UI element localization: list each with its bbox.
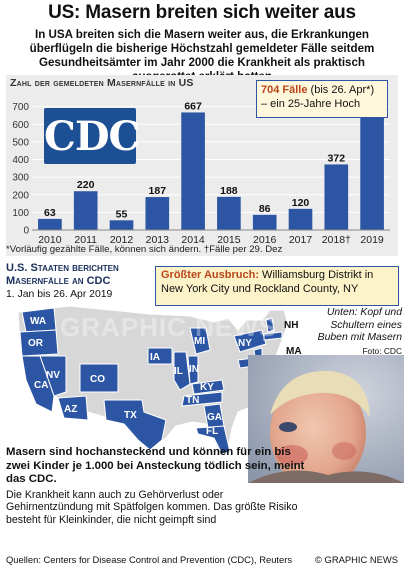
y-tick-label: 500 bbox=[12, 137, 29, 148]
state-shape-co bbox=[79, 363, 119, 393]
state-shape-tx bbox=[103, 399, 167, 451]
x-tick-label: 2017 bbox=[289, 234, 313, 246]
state-label-az: AZ bbox=[64, 404, 77, 415]
state-shape-ia bbox=[147, 347, 173, 365]
y-tick-label: 200 bbox=[12, 190, 29, 201]
state-shape-or bbox=[19, 329, 59, 357]
body-bold-text: Masern sind hochansteckend und können fü… bbox=[6, 446, 305, 486]
callout-2019: 704 Fälle (bis 26. Apr*) – ein 25-Jahre … bbox=[256, 80, 388, 118]
map-subtitle: 1. Jan bis 26. Apr 2019 bbox=[6, 289, 113, 300]
state-label-ca: CA bbox=[34, 380, 48, 391]
bar bbox=[217, 196, 241, 230]
x-tick-label: 2019 bbox=[360, 234, 384, 246]
data-label: 86 bbox=[259, 203, 271, 215]
chart-footnote: *Vorläufig gezählte Fälle, können sich ä… bbox=[6, 244, 283, 255]
state-label-il: IL bbox=[174, 366, 183, 377]
photo-credit: Foto: CDC bbox=[362, 345, 402, 356]
y-tick-label: 300 bbox=[12, 173, 29, 184]
outbreak-callout: Größter Ausbruch: Williamsburg Distrikt … bbox=[155, 266, 399, 306]
state-shape-az bbox=[57, 395, 89, 421]
data-label: 55 bbox=[116, 208, 128, 220]
state-label-ma: MA bbox=[286, 346, 302, 357]
data-label: 187 bbox=[149, 185, 167, 197]
state-label-in: IN bbox=[189, 364, 199, 375]
bar bbox=[324, 164, 349, 230]
y-tick-label: 100 bbox=[12, 208, 29, 219]
state-shape-ky bbox=[191, 379, 225, 395]
data-label: 372 bbox=[328, 152, 346, 164]
data-label: 120 bbox=[292, 197, 310, 209]
state-shape-ca bbox=[21, 355, 55, 413]
body-text-block: Masern sind hochansteckend und können fü… bbox=[6, 446, 306, 527]
state-shape-nh bbox=[265, 317, 275, 333]
x-tick-label: 2015 bbox=[217, 234, 241, 246]
x-tick-label: 2018† bbox=[322, 234, 351, 246]
state-label-wa: WA bbox=[30, 316, 46, 327]
callout-2019-highlight: 704 Fälle bbox=[261, 84, 308, 96]
state-shape-ma bbox=[263, 331, 283, 341]
state-shape-fl bbox=[195, 425, 231, 455]
callout-2019-text: (bis 26. Apr*) – ein 25-Jahre Hoch bbox=[261, 84, 375, 110]
source-line: Quellen: Centers for Disease Control and… bbox=[6, 554, 293, 565]
cdc-logo: CDC bbox=[44, 108, 140, 164]
bar bbox=[181, 112, 205, 230]
bar bbox=[288, 208, 313, 230]
chart-title: Zahl der gemeldeten Masernfälle in US bbox=[10, 77, 194, 89]
bar bbox=[73, 191, 98, 230]
state-label-ky: KY bbox=[200, 382, 214, 393]
data-label: 667 bbox=[184, 100, 202, 112]
state-shape-il bbox=[173, 351, 191, 391]
outbreak-text: Williamsburg Distrikt in New York City u… bbox=[161, 269, 374, 295]
x-tick-label: 2014 bbox=[181, 234, 205, 246]
state-label-ny: NY bbox=[238, 338, 252, 349]
us-map: WAORNVCAAZCOTXMIIAILINKYTNGAFLNHMANJMDNY bbox=[17, 305, 302, 455]
data-label: 188 bbox=[220, 185, 238, 197]
x-tick-label: 2016 bbox=[253, 234, 277, 246]
state-label-ia: IA bbox=[150, 352, 160, 363]
state-label-tx: TX bbox=[124, 410, 137, 421]
cdc-logo-text: CDC bbox=[44, 113, 140, 160]
state-label-or: OR bbox=[28, 338, 44, 349]
state-label-nv: NV bbox=[46, 370, 60, 381]
bar-chart: 0 100 200 300 400 500 600 700 63 2010 220 2011 55 201… bbox=[12, 94, 390, 246]
state-shape-tn bbox=[181, 391, 223, 407]
state-label-fl: FL bbox=[206, 426, 218, 437]
x-tick-label: 2011 bbox=[74, 234, 97, 246]
data-label: 220 bbox=[77, 179, 95, 191]
y-tick-label: 700 bbox=[12, 102, 29, 113]
outbreak-highlight: Größter Ausbruch: bbox=[161, 269, 259, 281]
state-label-mi: MI bbox=[194, 336, 205, 347]
y-tick-label: 600 bbox=[12, 120, 29, 131]
photo-caption: Unten: Kopf und Schultern eines Buben mi… bbox=[298, 307, 402, 358]
watermark: GRAPHIC NEWS bbox=[60, 312, 278, 342]
bar bbox=[252, 214, 277, 230]
y-tick-label: 0 bbox=[23, 226, 29, 237]
copyright: © GRAPHIC NEWS bbox=[315, 554, 398, 565]
x-tick-label: 2013 bbox=[146, 234, 170, 246]
child-photo-image bbox=[248, 355, 404, 483]
state-label-nh: NH bbox=[284, 320, 298, 331]
child-photo bbox=[248, 355, 404, 483]
state-label-co: CO bbox=[90, 374, 105, 385]
bar bbox=[109, 220, 134, 230]
state-label-tn: TN bbox=[186, 395, 199, 406]
bar bbox=[360, 105, 384, 230]
map-title: U.S. Staaten berichten Masernfälle an CD… bbox=[6, 262, 119, 287]
bar bbox=[145, 197, 170, 230]
state-shape-mi bbox=[189, 327, 211, 355]
y-tick-label: 400 bbox=[12, 155, 29, 166]
headline: US: Masern breiten sich weiter aus bbox=[48, 2, 356, 23]
body-text: Die Krankheit kann auch zu Gehörverlust … bbox=[6, 488, 298, 526]
state-shape-ny bbox=[233, 329, 267, 353]
state-shape-in bbox=[187, 355, 199, 385]
state-label-ga: GA bbox=[207, 412, 222, 423]
bar bbox=[38, 218, 62, 230]
x-tick-label: 2010 bbox=[38, 234, 62, 246]
x-tick-label: 2012 bbox=[110, 234, 134, 246]
photo-caption-text: Unten: Kopf und Schultern eines Buben mi… bbox=[317, 307, 402, 343]
data-label: 63 bbox=[44, 207, 56, 219]
